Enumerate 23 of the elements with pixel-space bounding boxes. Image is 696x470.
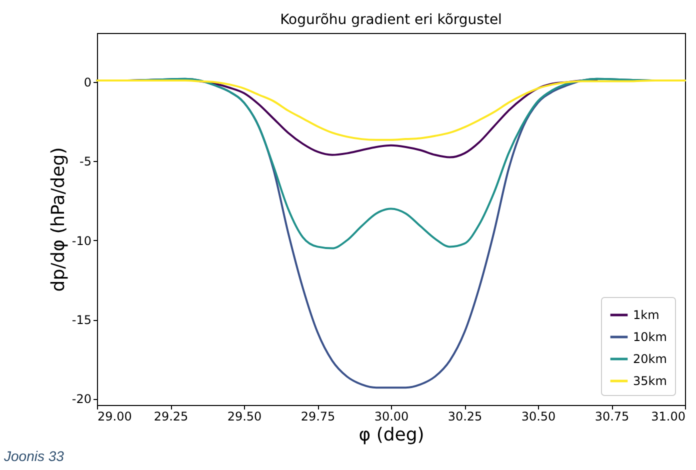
line-series [96,79,686,141]
x-tick-label: 30.00 [374,410,409,424]
legend-label: 10km [633,330,667,344]
x-tick-label: 30.25 [448,410,482,424]
chart-title: Kogurõhu gradient eri kõrgustel [280,12,502,28]
y-tick-label: -10 [72,234,92,248]
x-tick-label: 30.75 [594,410,630,424]
x-tick-label: 29.75 [300,410,336,424]
x-axis-title: φ (deg) [358,424,424,446]
y-axis-title: dp/dφ (hPa/deg) [48,147,69,292]
x-tick-label: 29.50 [227,410,262,424]
x-tick-label: 29.25 [154,410,188,424]
y-tick-label: 0 [84,76,92,90]
text: Joonis 33 [4,448,64,464]
x-tick-label: 31.00 [651,410,686,424]
legend-label: 35km [633,374,667,388]
y-tick-label: -20 [72,392,92,406]
x-tick-label: 29.00 [98,410,132,424]
legend-label: 1km [633,308,660,322]
legend-label: 20km [633,352,667,366]
x-tick-label: 30.50 [521,410,556,424]
y-tick-label: -15 [72,313,92,328]
y-tick-label: -5 [80,154,92,169]
